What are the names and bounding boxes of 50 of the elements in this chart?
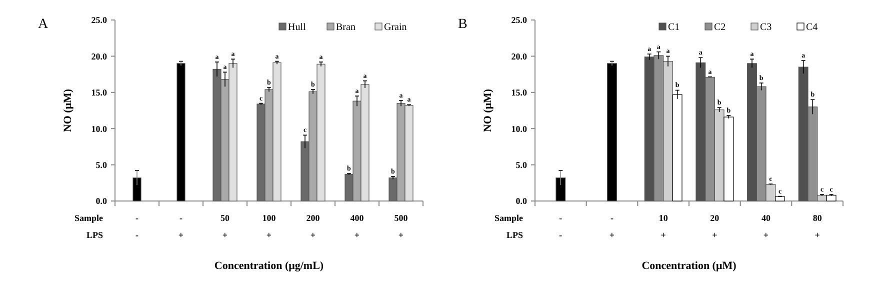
bar bbox=[556, 178, 566, 202]
bar bbox=[132, 178, 142, 202]
legend-label: C4 bbox=[806, 22, 818, 33]
x-tick-label: 400 + bbox=[350, 213, 364, 240]
bar bbox=[607, 63, 617, 202]
y-tick-label: 10.0 bbox=[511, 124, 528, 134]
x-tick-label: 20 + bbox=[710, 213, 720, 240]
bar bbox=[775, 196, 785, 202]
y-tick-label: 15.0 bbox=[91, 88, 108, 98]
x-tick-label: 10 + bbox=[658, 213, 668, 240]
x-tick-label: - - bbox=[136, 213, 138, 240]
y-tick-label: 15.0 bbox=[511, 88, 528, 98]
y-axis-title: NO (μM) bbox=[482, 88, 494, 132]
x-tick-label: 500 + bbox=[394, 213, 408, 240]
y-tick-label: 0.0 bbox=[96, 196, 108, 206]
x-axis-title: Concentration (μM) bbox=[642, 260, 737, 272]
x-tick-label: - + bbox=[609, 213, 615, 240]
text: Sample bbox=[494, 213, 523, 223]
text: Sample bbox=[74, 213, 103, 223]
legend-label: Bran bbox=[336, 22, 356, 33]
y-tick-label: 0.0 bbox=[516, 196, 528, 206]
x-tick-label: 80 + bbox=[812, 213, 822, 240]
legend-label: C1 bbox=[668, 22, 680, 33]
y-tick-label: 5.0 bbox=[96, 160, 108, 170]
legend-label: C3 bbox=[760, 22, 772, 33]
bar bbox=[724, 116, 734, 202]
x-tick-label: - + bbox=[178, 213, 184, 240]
chart-title: A bbox=[38, 17, 49, 32]
y-tick-label: 5.0 bbox=[516, 160, 528, 170]
bar bbox=[672, 94, 682, 202]
x-tick-label: - - bbox=[559, 213, 562, 240]
chart-title: B bbox=[458, 17, 468, 32]
x-tick-label: 50 + bbox=[220, 213, 230, 240]
x-tick-label: 100 + bbox=[262, 213, 276, 240]
text: LPS bbox=[86, 230, 103, 240]
bar bbox=[826, 194, 836, 202]
y-tick-label: 20.0 bbox=[511, 51, 528, 62]
y-tick-label: 20.0 bbox=[91, 51, 108, 62]
y-axis-title: NO (μM) bbox=[62, 88, 74, 132]
legend-label: C2 bbox=[714, 22, 726, 33]
legend-label: Grain bbox=[384, 22, 407, 33]
y-tick-label: 25.0 bbox=[511, 15, 528, 26]
y-tick-label: 25.0 bbox=[91, 15, 108, 26]
text: LPS bbox=[506, 230, 523, 240]
x-axis-title: Concentration (μg/mL) bbox=[214, 260, 324, 272]
legend-label: Hull bbox=[288, 22, 306, 33]
x-tick-label: 200 + bbox=[306, 213, 320, 240]
y-tick-label: 10.0 bbox=[91, 124, 108, 134]
bar bbox=[176, 63, 186, 202]
x-tick-label: 40 + bbox=[762, 213, 771, 240]
